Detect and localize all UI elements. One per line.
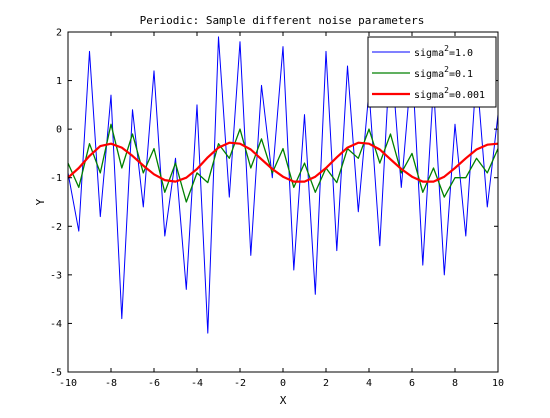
x-tick-label: -2 bbox=[234, 378, 246, 389]
x-tick-label: 6 bbox=[409, 378, 415, 389]
legend-label-value: =0.001 bbox=[449, 90, 485, 101]
y-tick-label: -3 bbox=[50, 270, 62, 281]
legend-label-base: sigma bbox=[414, 69, 444, 80]
x-axis-label: X bbox=[280, 394, 287, 407]
x-tick-label: -4 bbox=[191, 378, 203, 389]
x-tick-label: 2 bbox=[323, 378, 329, 389]
x-tick-label: 10 bbox=[492, 378, 504, 389]
x-tick-label: 0 bbox=[280, 378, 286, 389]
y-axis-label: Y bbox=[34, 198, 47, 205]
y-tick-label: -4 bbox=[50, 319, 62, 330]
x-tick-label: -10 bbox=[59, 378, 77, 389]
x-tick-label: 8 bbox=[452, 378, 458, 389]
y-tick-label: -2 bbox=[50, 222, 62, 233]
y-tick-label: 2 bbox=[56, 28, 62, 39]
legend-label-value: =0.1 bbox=[449, 69, 473, 80]
y-tick-label: 0 bbox=[56, 125, 62, 136]
y-tick-label: 1 bbox=[56, 76, 62, 87]
x-tick-label: 4 bbox=[366, 378, 372, 389]
series-line-2 bbox=[68, 124, 498, 202]
y-tick-label: -1 bbox=[50, 173, 62, 184]
x-tick-label: -6 bbox=[148, 378, 160, 389]
chart-title: Periodic: Sample different noise paramet… bbox=[140, 14, 425, 27]
x-tick-label: -8 bbox=[105, 378, 117, 389]
legend-label-base: sigma bbox=[414, 48, 444, 59]
legend-label-base: sigma bbox=[414, 90, 444, 101]
y-tick-label: -5 bbox=[50, 368, 62, 379]
legend-label-value: =1.0 bbox=[449, 48, 473, 59]
